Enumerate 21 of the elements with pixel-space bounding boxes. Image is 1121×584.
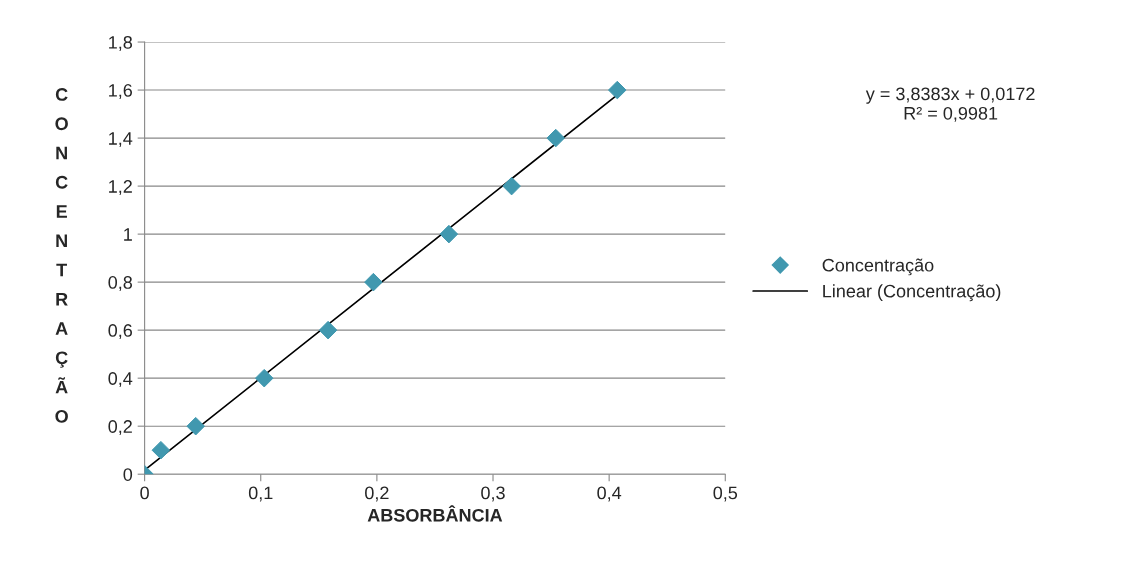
x-tick-label: 0,3 — [481, 486, 505, 502]
y-tick-label: 0,6 — [108, 324, 133, 340]
y-tick-label: 0,4 — [108, 372, 133, 388]
x-axis-title: ABSORBÂNCIA — [367, 505, 503, 522]
x-tick-label: 0,1 — [248, 486, 273, 502]
y-tick-label: 1,4 — [109, 132, 133, 147]
x-tick-label: 0 — [140, 486, 149, 500]
text: CONCENTRAÇÃO — [55, 88, 68, 423]
x-tick-label: 0,4 — [597, 486, 622, 502]
y-tick-label: 0,8 — [108, 276, 133, 291]
legend-label: Linear (Concentração) — [823, 284, 1001, 302]
y-tick-label: 1,6 — [109, 84, 133, 99]
y-tick-label: 0 — [123, 468, 133, 481]
y-tick-label: 1 — [124, 228, 132, 241]
text: y = 3,8383x + 0,0172 R² = 0,9981 — [865, 87, 1035, 122]
y-tick-label: 1,2 — [109, 180, 132, 195]
x-tick-label: 0,5 — [713, 486, 738, 502]
y-tick-label: 1,8 — [109, 35, 133, 51]
x-tick-label: 0,2 — [365, 486, 389, 502]
legend-label: Concentração — [822, 258, 934, 276]
y-tick-label: 0,2 — [108, 420, 132, 436]
